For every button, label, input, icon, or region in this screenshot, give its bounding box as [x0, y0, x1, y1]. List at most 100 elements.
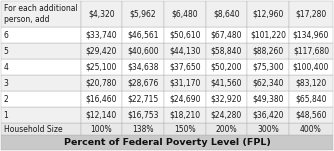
Bar — [206, 27, 247, 43]
Text: $67,480: $67,480 — [211, 31, 242, 40]
Bar — [289, 59, 333, 75]
Text: $12,960: $12,960 — [253, 10, 284, 19]
Bar — [206, 75, 247, 91]
Bar — [80, 75, 122, 91]
Text: 300%: 300% — [257, 125, 279, 133]
Bar — [122, 107, 164, 123]
Bar — [289, 75, 333, 91]
Bar — [1, 135, 333, 150]
Text: $44,130: $44,130 — [169, 47, 200, 56]
Bar — [247, 59, 289, 75]
Text: $24,690: $24,690 — [169, 95, 200, 104]
Text: $49,380: $49,380 — [253, 95, 284, 104]
Bar — [206, 59, 247, 75]
Bar — [289, 1, 333, 27]
Text: $41,560: $41,560 — [211, 79, 242, 88]
Bar — [164, 59, 206, 75]
Text: $48,560: $48,560 — [295, 111, 327, 120]
Bar — [289, 43, 333, 59]
Text: $37,650: $37,650 — [169, 63, 201, 72]
Text: $17,280: $17,280 — [295, 10, 327, 19]
Bar — [164, 75, 206, 91]
Bar — [80, 43, 122, 59]
Text: 200%: 200% — [216, 125, 237, 133]
Bar — [247, 75, 289, 91]
Text: $40,600: $40,600 — [127, 47, 159, 56]
Text: $25,100: $25,100 — [86, 63, 117, 72]
Bar — [289, 123, 333, 135]
Text: $28,676: $28,676 — [128, 79, 159, 88]
Bar — [164, 107, 206, 123]
Text: For each additional
person, add: For each additional person, add — [3, 5, 77, 24]
Bar — [1, 123, 80, 135]
Bar — [247, 1, 289, 27]
Text: $22,715: $22,715 — [128, 95, 159, 104]
Bar — [247, 43, 289, 59]
Text: $83,120: $83,120 — [295, 79, 327, 88]
Bar — [206, 107, 247, 123]
Bar — [247, 123, 289, 135]
Bar — [247, 91, 289, 107]
Text: Percent of Federal Poverty Level (FPL): Percent of Federal Poverty Level (FPL) — [63, 138, 271, 147]
Text: $29,420: $29,420 — [86, 47, 117, 56]
Bar — [289, 27, 333, 43]
Text: $16,753: $16,753 — [127, 111, 159, 120]
Text: $88,260: $88,260 — [253, 47, 284, 56]
Text: $32,920: $32,920 — [211, 95, 242, 104]
Bar — [122, 123, 164, 135]
Bar — [164, 1, 206, 27]
Bar — [122, 59, 164, 75]
Bar — [164, 91, 206, 107]
Text: 138%: 138% — [132, 125, 154, 133]
Bar — [122, 43, 164, 59]
Text: 6: 6 — [3, 31, 8, 40]
Bar — [247, 107, 289, 123]
Bar — [80, 123, 122, 135]
Bar — [206, 1, 247, 27]
Text: $65,840: $65,840 — [295, 95, 327, 104]
Text: 2: 2 — [3, 95, 8, 104]
Text: $62,340: $62,340 — [253, 79, 284, 88]
Bar — [164, 123, 206, 135]
Text: $34,638: $34,638 — [127, 63, 159, 72]
Text: 150%: 150% — [174, 125, 196, 133]
Text: $33,740: $33,740 — [86, 31, 117, 40]
Text: $58,840: $58,840 — [211, 47, 242, 56]
Text: $4,320: $4,320 — [88, 10, 115, 19]
Text: Household Size: Household Size — [3, 125, 62, 133]
Text: $50,610: $50,610 — [169, 31, 200, 40]
Text: $12,140: $12,140 — [86, 111, 117, 120]
Bar — [206, 91, 247, 107]
Text: $100,400: $100,400 — [293, 63, 329, 72]
Text: 4: 4 — [3, 63, 8, 72]
Text: $20,780: $20,780 — [86, 79, 117, 88]
Text: 100%: 100% — [91, 125, 112, 133]
Bar — [80, 107, 122, 123]
Bar — [80, 1, 122, 27]
Bar — [289, 91, 333, 107]
Bar — [164, 43, 206, 59]
Bar — [1, 27, 80, 43]
Bar — [206, 123, 247, 135]
Text: $46,561: $46,561 — [127, 31, 159, 40]
Bar — [122, 1, 164, 27]
Text: $134,960: $134,960 — [293, 31, 329, 40]
Text: 5: 5 — [3, 47, 8, 56]
Text: 1: 1 — [3, 111, 8, 120]
Bar — [1, 75, 80, 91]
Text: $31,170: $31,170 — [169, 79, 200, 88]
Bar — [122, 75, 164, 91]
Text: 400%: 400% — [300, 125, 322, 133]
Bar — [80, 91, 122, 107]
Text: $5,962: $5,962 — [130, 10, 156, 19]
Text: $117,680: $117,680 — [293, 47, 329, 56]
Bar — [1, 107, 80, 123]
Bar — [122, 27, 164, 43]
Bar — [164, 27, 206, 43]
Bar — [1, 1, 80, 27]
Text: $24,280: $24,280 — [211, 111, 242, 120]
Bar — [122, 91, 164, 107]
Bar — [80, 27, 122, 43]
Text: $16,460: $16,460 — [86, 95, 117, 104]
Bar — [206, 43, 247, 59]
